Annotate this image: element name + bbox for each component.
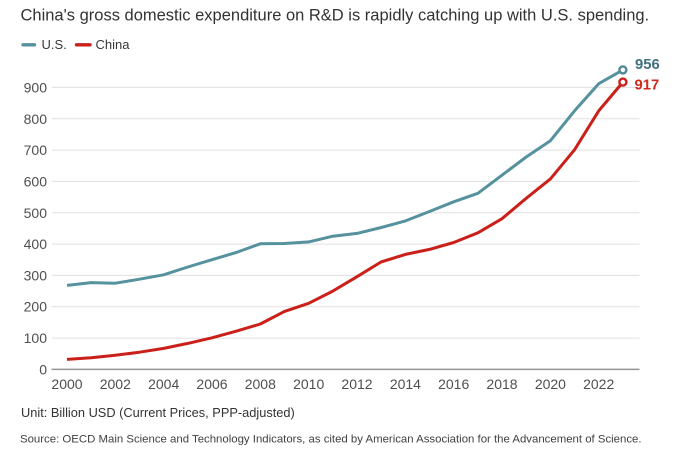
svg-text:2010: 2010 <box>293 376 324 392</box>
svg-text:2000: 2000 <box>51 376 82 392</box>
svg-text:100: 100 <box>24 330 48 346</box>
svg-text:China's gross domestic expendi: China's gross domestic expenditure on R&… <box>21 7 650 25</box>
svg-text:2018: 2018 <box>486 376 517 392</box>
svg-text:200: 200 <box>24 299 48 315</box>
svg-text:900: 900 <box>24 79 48 95</box>
svg-text:Source: OECD Main Science and: Source: OECD Main Science and Technology… <box>20 434 642 446</box>
svg-text:917: 917 <box>635 78 660 94</box>
svg-text:956: 956 <box>635 57 660 73</box>
svg-text:800: 800 <box>24 111 48 127</box>
svg-text:600: 600 <box>24 173 48 189</box>
svg-text:2012: 2012 <box>341 376 372 392</box>
svg-text:2008: 2008 <box>245 376 276 392</box>
svg-text:2020: 2020 <box>535 376 566 392</box>
svg-text:2002: 2002 <box>100 376 131 392</box>
svg-text:300: 300 <box>24 267 48 283</box>
svg-text:China: China <box>96 37 131 52</box>
svg-text:U.S.: U.S. <box>42 37 67 52</box>
svg-text:500: 500 <box>24 205 48 221</box>
svg-text:Unit: Billion USD (Current Pri: Unit: Billion USD (Current Prices, PPP-a… <box>21 405 295 420</box>
svg-text:0: 0 <box>39 361 47 377</box>
svg-text:700: 700 <box>24 142 48 158</box>
svg-text:2006: 2006 <box>196 376 227 392</box>
svg-text:2022: 2022 <box>583 376 614 392</box>
svg-text:2014: 2014 <box>390 376 421 392</box>
svg-text:2016: 2016 <box>438 376 469 392</box>
svg-text:400: 400 <box>24 236 48 252</box>
svg-text:2004: 2004 <box>148 376 179 392</box>
